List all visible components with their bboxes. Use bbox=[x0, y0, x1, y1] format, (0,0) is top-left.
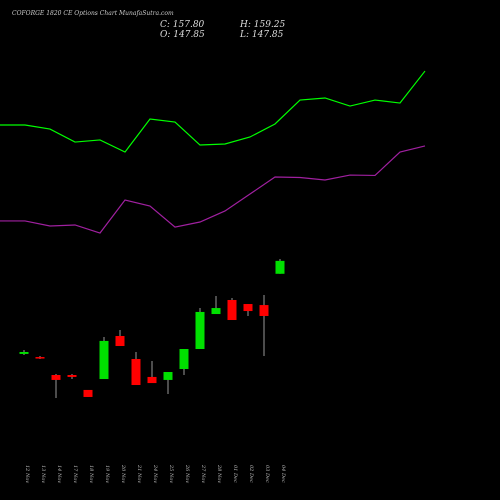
candle-body bbox=[35, 357, 45, 359]
candle-body bbox=[131, 359, 141, 386]
x-tick-label: 12 Nov bbox=[24, 465, 30, 483]
candle-body bbox=[211, 308, 221, 315]
x-tick-label: 18 Nov bbox=[88, 465, 94, 483]
candle-body bbox=[51, 375, 61, 380]
indicator-line bbox=[0, 145, 426, 234]
x-tick-label: 17 Nov bbox=[72, 465, 78, 483]
candle-body bbox=[195, 311, 205, 349]
candle-body bbox=[19, 351, 29, 354]
ohlc-high: H: 159.25 bbox=[239, 20, 286, 30]
x-tick-label: 21 Nov bbox=[136, 464, 142, 483]
candle-body bbox=[243, 304, 253, 312]
candle-body bbox=[99, 340, 109, 380]
candle-body bbox=[115, 336, 125, 347]
x-tick-label: 27 Nov bbox=[200, 464, 206, 483]
candle-body bbox=[163, 372, 173, 380]
chart-title: COFORGE 1820 CE Options Chart MunafaSutr… bbox=[12, 10, 174, 17]
x-tick-label: 13 Nov bbox=[40, 465, 46, 483]
x-tick-label: 28 Nov bbox=[216, 464, 222, 483]
x-tick-label: 25 Nov bbox=[168, 464, 174, 483]
x-tick-label: 19 Nov bbox=[104, 465, 110, 483]
ohlc-low: L: 147.85 bbox=[239, 30, 284, 40]
x-tick-label: 26 Nov bbox=[184, 464, 190, 483]
candle-body bbox=[179, 349, 189, 370]
candle-body bbox=[275, 260, 285, 274]
candle-body bbox=[67, 375, 77, 377]
x-tick-label: 14 Nov bbox=[56, 465, 62, 483]
candle-body bbox=[227, 299, 237, 321]
ohlc-close: C: 157.80 bbox=[160, 20, 205, 30]
candle-body bbox=[147, 376, 157, 384]
ohlc-open: O: 147.85 bbox=[160, 30, 205, 40]
x-tick-label: 02 Dec bbox=[248, 465, 254, 483]
indicator-line bbox=[0, 70, 426, 153]
candle-body bbox=[83, 389, 93, 397]
x-tick-label: 04 Dec bbox=[280, 465, 286, 483]
x-tick-label: 03 Dec bbox=[264, 465, 270, 483]
candle-body bbox=[259, 305, 269, 316]
x-tick-label: 20 Nov bbox=[120, 464, 126, 483]
x-tick-label: 24 Nov bbox=[152, 464, 158, 483]
x-tick-label: 01 Dec bbox=[232, 465, 238, 483]
